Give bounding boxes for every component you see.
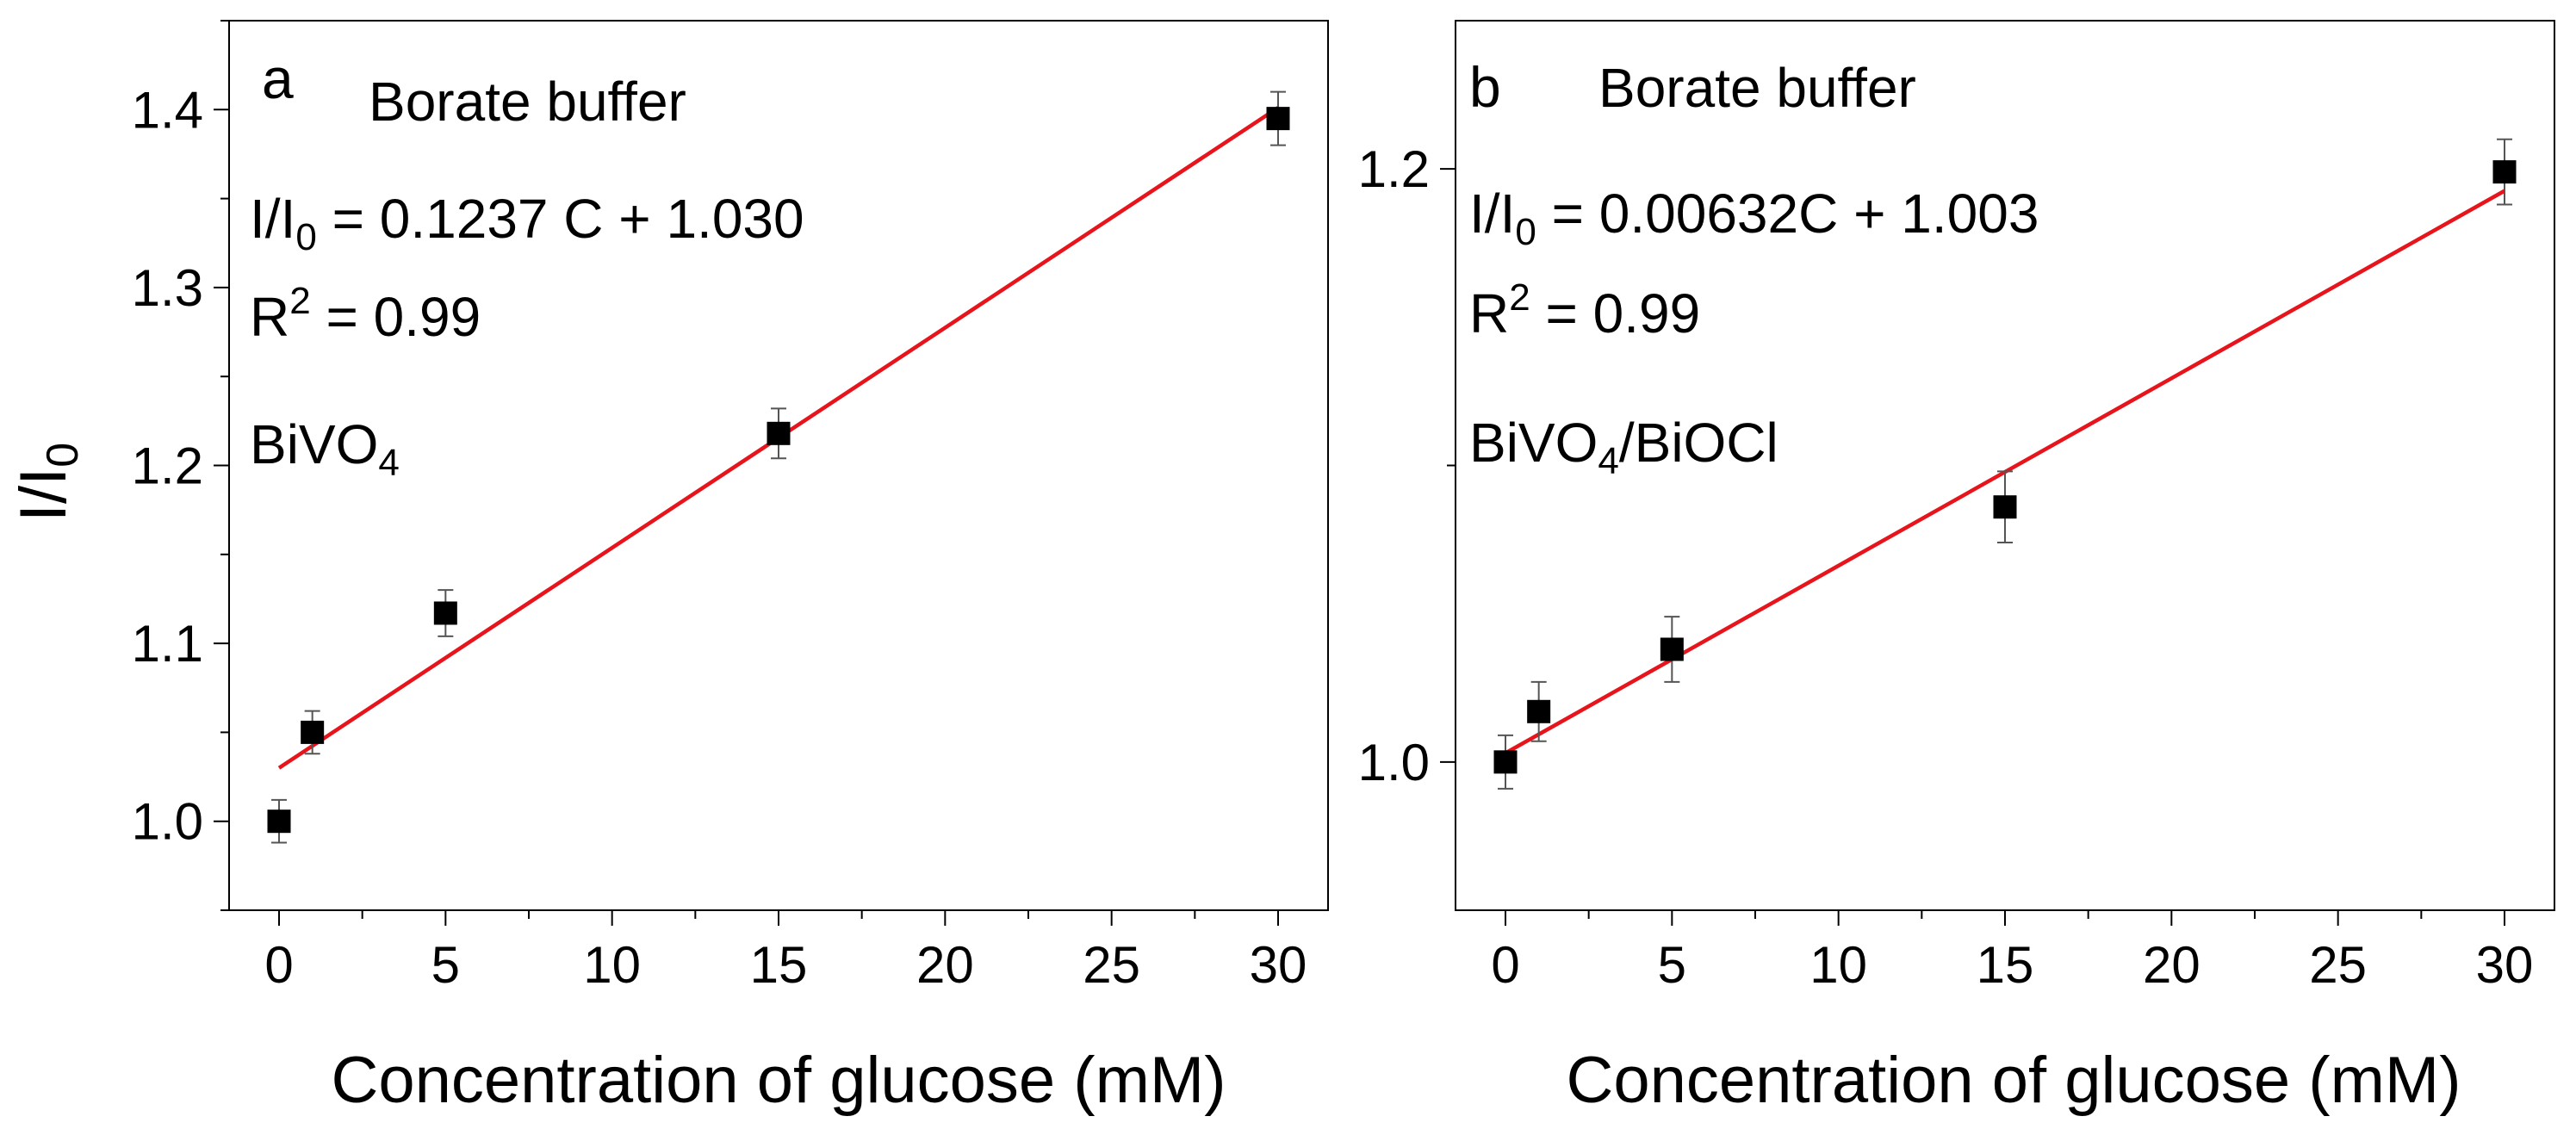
x-axis-title-a: Concentration of glucose (mM) bbox=[331, 1044, 1226, 1117]
annotation-equation-b: I/I0 = 0.00632C + 1.003 bbox=[1469, 183, 2039, 253]
data-point-b bbox=[1993, 495, 2017, 519]
y-tick-label-a: 1.3 bbox=[132, 259, 203, 317]
x-tick-label-b: 20 bbox=[2143, 936, 2200, 994]
annotation-material-b: BiVO4/BiOCl bbox=[1469, 412, 1778, 482]
x-tick-label-a: 0 bbox=[264, 936, 293, 994]
annotation-r-squared-a: R2 = 0.99 bbox=[250, 280, 481, 348]
x-tick-label-b: 30 bbox=[2476, 936, 2534, 994]
annotation-equation-a: I/I0 = 0.1237 C + 1.030 bbox=[250, 188, 804, 258]
annotation-title-b: Borate buffer bbox=[1598, 57, 1916, 119]
data-point-b bbox=[1493, 750, 1518, 774]
panel-label-b: b bbox=[1469, 55, 1501, 119]
x-tick-label-b: 15 bbox=[1977, 936, 2034, 994]
x-tick-label-a: 15 bbox=[750, 936, 808, 994]
data-point-a bbox=[433, 601, 457, 625]
x-tick-label-b: 0 bbox=[1491, 936, 1519, 994]
annotation-material-a: BiVO4 bbox=[250, 413, 400, 484]
data-point-a bbox=[767, 421, 791, 445]
x-tick-label-a: 20 bbox=[916, 936, 974, 994]
y-tick-label-a: 1.2 bbox=[132, 437, 203, 495]
x-tick-label-b: 25 bbox=[2309, 936, 2367, 994]
x-tick-label-a: 10 bbox=[583, 936, 641, 994]
plot-area-b bbox=[1493, 138, 2517, 790]
data-point-a bbox=[1266, 107, 1290, 131]
annotation-r-squared-b: R2 = 0.99 bbox=[1469, 276, 1700, 344]
y-axis-title: I/I0 bbox=[7, 443, 88, 522]
x-tick-label-a: 25 bbox=[1083, 936, 1140, 994]
plot-area-a bbox=[267, 90, 1290, 844]
x-tick-label-a: 5 bbox=[431, 936, 460, 994]
panel-b: 0 5 10 15 20 25 30 1.0 1.2 b Borate buffer I/I0 … bbox=[1358, 20, 2555, 1117]
y-tick-label-b: 1.2 bbox=[1358, 140, 1430, 198]
y-tick-label-a: 1.1 bbox=[132, 615, 203, 673]
panel-a: 0 5 10 15 20 25 30 1.0 1.1 1.2 1.3 1.4 a Borate buf… bbox=[132, 20, 1329, 1117]
data-point-b bbox=[1660, 637, 1684, 661]
x-tick-label-b: 5 bbox=[1658, 936, 1686, 994]
data-point-a bbox=[301, 720, 325, 744]
data-point-b bbox=[1527, 699, 1551, 723]
y-tick-label-b: 1.0 bbox=[1358, 734, 1430, 791]
annotation-title-a: Borate buffer bbox=[369, 71, 686, 133]
x-tick-label-b: 10 bbox=[1809, 936, 1867, 994]
y-tick-label-a: 1.4 bbox=[132, 81, 203, 139]
x-tick-label-a: 30 bbox=[1250, 936, 1307, 994]
panel-label-a: a bbox=[262, 47, 294, 110]
tick-group-a: 0 5 10 15 20 25 30 1.0 1.1 1.2 1.3 1.4 bbox=[132, 20, 1307, 994]
y-tick-label-a: 1.0 bbox=[132, 793, 203, 851]
x-axis-title-b: Concentration of glucose (mM) bbox=[1566, 1044, 2461, 1117]
tick-group-b: 0 5 10 15 20 25 30 1.0 1.2 bbox=[1358, 140, 2534, 994]
data-point-a bbox=[267, 809, 291, 834]
data-point-b bbox=[2492, 160, 2517, 184]
